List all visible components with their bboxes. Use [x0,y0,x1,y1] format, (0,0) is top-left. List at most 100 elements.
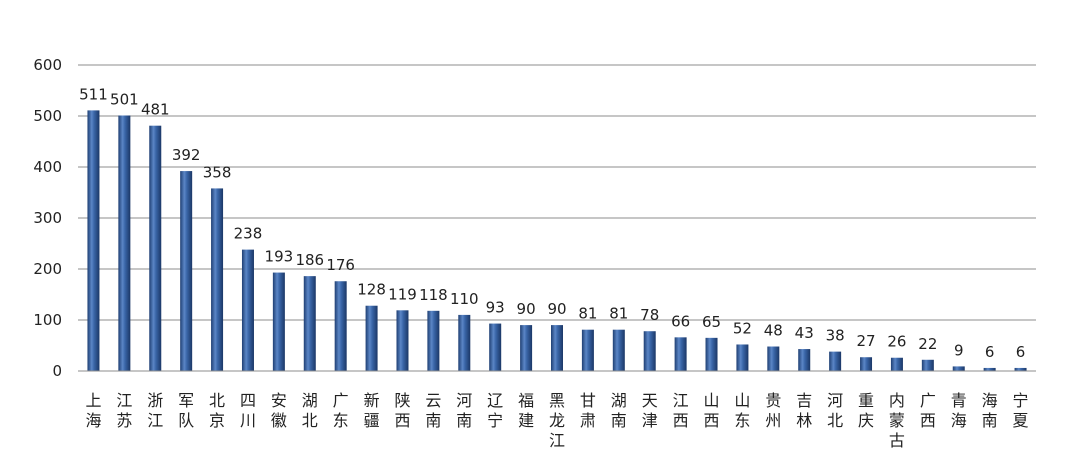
x-tick-label: 四川 [240,391,256,430]
x-tick-label: 军队 [178,391,194,430]
data-label: 119 [388,285,417,303]
bar-河北 [829,351,842,371]
data-label: 392 [172,146,201,164]
data-label: 358 [203,163,232,181]
bar-江西 [674,337,687,371]
x-tick-label: 新疆 [364,391,380,430]
x-tick-label: 湖北 [302,391,318,430]
data-label: 481 [141,101,170,119]
bar-青海 [952,366,965,371]
x-tick-label: 广东 [333,391,349,430]
bar-福建 [520,325,533,371]
x-tick-label: 内蒙古 [889,391,905,450]
data-label: 22 [918,335,937,353]
bar-天津 [643,331,656,371]
x-tick-label: 浙江 [147,391,163,430]
x-tick-label: 辽宁 [487,391,503,430]
x-tick-label: 北京 [209,391,225,430]
x-tick-label: 陕西 [394,391,410,430]
x-axis-labels: 上海江苏浙江军队北京四川安徽湖北广东新疆陕西云南河南辽宁福建黑龙江甘肃湖南天津江… [85,391,1028,450]
data-label: 9 [954,341,964,359]
data-label: 193 [265,248,294,266]
data-label: 501 [110,90,139,108]
x-tick-label: 河南 [456,391,472,430]
x-tick-label: 河北 [827,391,843,430]
x-tick-label: 山东 [734,391,750,430]
data-label: 27 [856,332,875,350]
data-label: 78 [640,306,659,324]
data-label: 110 [450,290,479,308]
bar-湖北 [303,276,316,371]
data-label: 26 [887,333,906,351]
bar-湖南 [612,329,625,371]
bar-内蒙古 [890,357,903,371]
data-label: 81 [578,305,597,323]
x-tick-label: 湖南 [611,391,627,430]
bar-北京 [211,188,224,371]
y-tick-label: 200 [33,260,62,278]
y-tick-label: 0 [52,362,62,380]
bar-军队 [180,171,193,371]
bar-四川 [241,249,254,371]
data-label: 43 [795,324,814,342]
x-tick-label: 云南 [425,391,441,430]
bar-新疆 [365,305,378,371]
x-tick-label: 海南 [982,391,998,430]
y-tick-label: 600 [33,56,62,74]
data-label: 66 [671,312,690,330]
bar-宁夏 [1014,367,1027,371]
y-axis-ticks: 0 100 200 300 400 500 600 [33,56,62,380]
bar-山东 [736,344,749,371]
x-tick-label: 贵州 [765,391,781,430]
y-tick-label: 400 [33,158,62,176]
bar-甘肃 [581,329,594,371]
data-label: 48 [764,322,783,340]
x-tick-label: 重庆 [858,391,874,430]
x-tick-label: 甘肃 [580,391,596,430]
x-tick-label: 上海 [85,391,101,430]
x-tick-label: 广西 [920,391,936,430]
bar-广东 [334,281,347,371]
bar-贵州 [767,346,780,371]
x-tick-label: 福建 [518,391,534,430]
data-label: 81 [609,305,628,323]
bar-山西 [705,337,718,371]
data-label: 128 [357,281,386,299]
y-tick-label: 500 [33,107,62,125]
bar-广西 [921,359,934,371]
x-tick-label: 江苏 [116,391,132,430]
x-tick-label: 天津 [642,391,658,430]
x-tick-label: 黑龙江 [549,391,565,450]
data-label: 52 [733,319,752,337]
gridlines [78,64,1036,321]
x-tick-label: 青海 [951,391,967,430]
y-tick-label: 300 [33,209,62,227]
bar-吉林 [798,349,811,371]
data-label: 6 [1016,343,1026,361]
data-label: 93 [486,299,505,317]
x-tick-label: 安徽 [271,391,287,430]
data-label: 176 [326,256,355,274]
x-tick-label: 吉林 [796,391,812,430]
data-label: 65 [702,313,721,331]
data-label: 6 [985,343,995,361]
bar-江苏 [118,115,131,372]
data-label: 511 [79,85,108,103]
bar-河南 [458,314,471,371]
bar-黑龙江 [551,325,563,371]
y-tick-label: 100 [33,311,62,329]
bars [87,110,1027,372]
bar-辽宁 [489,323,502,371]
bar-陕西 [396,310,409,371]
data-label: 90 [547,300,566,318]
data-label: 186 [295,251,324,269]
data-label: 238 [234,225,263,243]
x-tick-label: 宁夏 [1013,391,1029,430]
bar-云南 [427,310,440,371]
bar-浙江 [149,125,162,371]
data-label: 38 [826,327,845,345]
data-label: 118 [419,286,448,304]
x-tick-label: 山西 [704,391,720,430]
bar-海南 [983,367,996,371]
